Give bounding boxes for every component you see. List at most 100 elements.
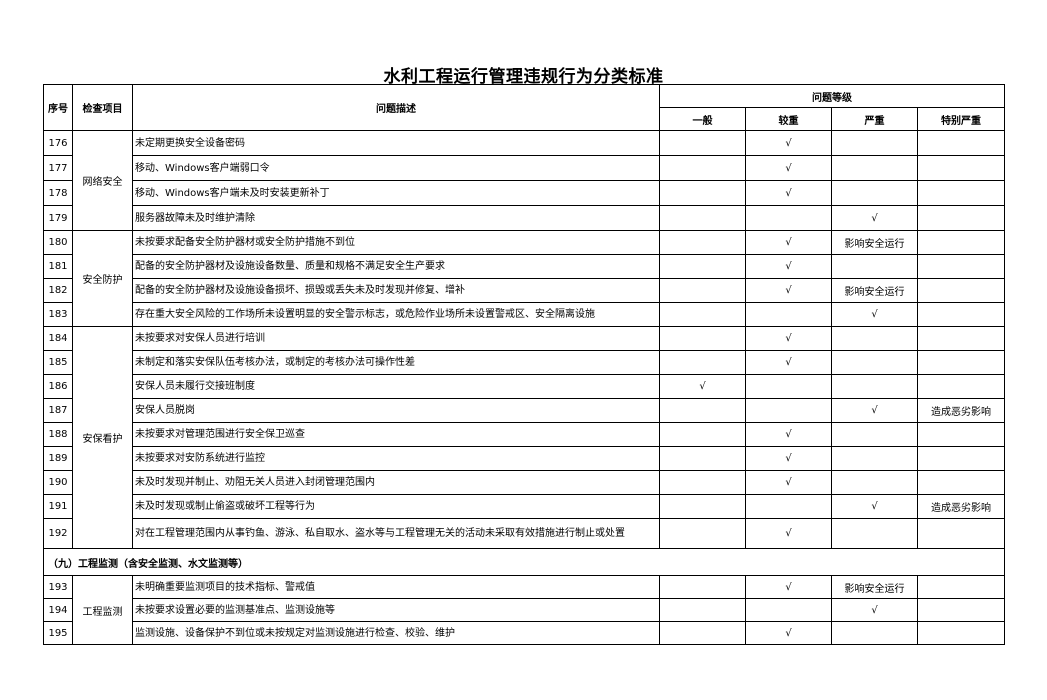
level-serious-cell — [831, 130, 918, 156]
level-moderate-cell: √ — [745, 621, 832, 645]
level-general-cell — [659, 350, 746, 375]
problem-description: 移动、Windows客户端弱口令 — [132, 155, 660, 181]
section-heading: （九）工程监测（含安全监测、水文监测等） — [43, 548, 1005, 576]
table-row: 188 未按要求对管理范围进行安全保卫巡查 √ — [43, 422, 1005, 447]
violation-classification-table: 序号 检查项目 问题描述 问题等级 一般 较重 严重 特别严重 176 网络安全未… — [43, 84, 1005, 645]
level-moderate-cell — [745, 302, 832, 327]
level-general-cell — [659, 518, 746, 549]
level-critical-cell — [917, 446, 1005, 471]
level-serious-cell — [831, 470, 918, 495]
row-number: 179 — [43, 205, 73, 231]
level-general-cell — [659, 470, 746, 495]
level-general-cell — [659, 155, 746, 181]
level-general-cell: √ — [659, 374, 746, 399]
level-critical-cell — [917, 180, 1005, 206]
table-row: 179 服务器故障未及时维护清除 √ — [43, 205, 1005, 231]
table-row: 183 存在重大安全风险的工作场所未设置明显的安全警示标志，或危险作业场所未设置警… — [43, 302, 1005, 327]
level-general-cell — [659, 278, 746, 303]
level-general-cell — [659, 130, 746, 156]
row-number: 182 — [43, 278, 73, 303]
level-general-cell — [659, 254, 746, 279]
header-level: 问题等级 — [659, 84, 1005, 108]
table-row: 176 网络安全 未定期更换安全设备密码 √ — [43, 130, 1005, 231]
level-critical-cell — [917, 230, 1005, 255]
level-general-cell — [659, 422, 746, 447]
header-level-general: 一般 — [659, 107, 746, 131]
level-serious-cell — [831, 621, 918, 645]
level-general-cell — [659, 205, 746, 231]
row-number: 180 — [43, 230, 73, 255]
problem-description: 存在重大安全风险的工作场所未设置明显的安全警示标志，或危险作业场所未设置警戒区、… — [132, 302, 660, 327]
level-moderate-cell: √ — [745, 180, 832, 206]
level-general-cell — [659, 398, 746, 423]
problem-description: 安保人员脱岗 — [132, 398, 660, 423]
level-critical-cell — [917, 518, 1005, 549]
problem-description: 安保人员未履行交接班制度 — [132, 374, 660, 399]
level-moderate-cell: √ — [745, 446, 832, 471]
level-serious-cell — [831, 180, 918, 206]
table-row: 192 对在工程管理范围内从事钓鱼、游泳、私自取水、盗水等与工程管理无关的活动未采… — [43, 518, 1005, 549]
header-seq: 序号 — [43, 84, 73, 131]
check-item-group: 工程监测 — [72, 575, 133, 645]
table-row: 191 未及时发现或制止偷盗或破坏工程等行为 √ 造成恶劣影响 — [43, 494, 1005, 519]
level-serious-cell: √ — [831, 398, 918, 423]
row-number: 188 — [43, 422, 73, 447]
check-item-group: 安保看护 — [72, 326, 133, 549]
problem-description: 未定期更换安全设备密码 — [132, 130, 660, 156]
header-level-critical: 特别严重 — [917, 107, 1005, 131]
level-serious-cell — [831, 446, 918, 471]
row-number: 185 — [43, 350, 73, 375]
table-row: 193 工程监测 未明确重要监测项目的技术指标、警戒值 √ 影响安全运行 — [43, 575, 1005, 645]
level-general-cell — [659, 494, 746, 519]
header-level-moderate: 较重 — [745, 107, 832, 131]
problem-description: 服务器故障未及时维护清除 — [132, 205, 660, 231]
table-row: 186 安保人员未履行交接班制度 √ — [43, 374, 1005, 399]
level-serious-cell: √ — [831, 494, 918, 519]
row-number: 189 — [43, 446, 73, 471]
level-critical-cell — [917, 155, 1005, 181]
problem-description: 未按要求对安防系统进行监控 — [132, 446, 660, 471]
level-general-cell — [659, 621, 746, 645]
level-serious-cell — [831, 374, 918, 399]
row-number: 176 — [43, 130, 73, 156]
check-item-group: 安全防护 — [72, 230, 133, 327]
table-row: 182 配备的安全防护器材及设施设备损坏、损毁或丢失未及时发现并修复、增补 √ 影响安… — [43, 278, 1005, 303]
row-number: 190 — [43, 470, 73, 495]
problem-description: 未明确重要监测项目的技术指标、警戒值 — [132, 575, 660, 599]
level-serious-cell — [831, 326, 918, 351]
row-number: 183 — [43, 302, 73, 327]
level-serious-cell — [831, 422, 918, 447]
row-number: 177 — [43, 155, 73, 181]
section-row: （九）工程监测（含安全监测、水文监测等） — [43, 548, 1005, 576]
level-general-cell — [659, 180, 746, 206]
table-row: 177 移动、Windows客户端弱口令 √ — [43, 155, 1005, 181]
row-number: 186 — [43, 374, 73, 399]
problem-description: 未按要求对安保人员进行培训 — [132, 326, 660, 351]
document-title: 水利工程运行管理违规行为分类标准 — [383, 67, 664, 87]
table-row: 180 安全防护 未按要求配备安全防护器材或安全防护措施不到位 √ 影响安全运行 — [43, 230, 1005, 327]
row-number: 191 — [43, 494, 73, 519]
table-row: 178 移动、Windows客户端未及时安装更新补丁 √ — [43, 180, 1005, 206]
problem-description: 移动、Windows客户端未及时安装更新补丁 — [132, 180, 660, 206]
level-critical-cell: 造成恶劣影响 — [917, 494, 1005, 519]
level-moderate-cell: √ — [745, 518, 832, 549]
level-critical-cell — [917, 350, 1005, 375]
level-moderate-cell: √ — [745, 422, 832, 447]
level-moderate-cell: √ — [745, 130, 832, 156]
level-general-cell — [659, 446, 746, 471]
level-serious-cell: √ — [831, 598, 918, 622]
level-critical-cell — [917, 374, 1005, 399]
level-moderate-cell: √ — [745, 254, 832, 279]
table-row: 181 配备的安全防护器材及设施设备数量、质量和规格不满足安全生产要求 √ — [43, 254, 1005, 279]
level-moderate-cell: √ — [745, 470, 832, 495]
level-moderate-cell: √ — [745, 155, 832, 181]
level-critical-cell — [917, 422, 1005, 447]
problem-description: 未按要求设置必要的监测基准点、监测设施等 — [132, 598, 660, 622]
table-row: 184 安保看护 未按要求对安保人员进行培训 √ — [43, 326, 1005, 549]
level-moderate-cell: √ — [745, 575, 832, 599]
level-general-cell — [659, 230, 746, 255]
problem-description: 配备的安全防护器材及设施设备损坏、损毁或丢失未及时发现并修复、增补 — [132, 278, 660, 303]
header-level-serious: 严重 — [831, 107, 918, 131]
level-critical-cell — [917, 326, 1005, 351]
level-serious-cell: √ — [831, 205, 918, 231]
